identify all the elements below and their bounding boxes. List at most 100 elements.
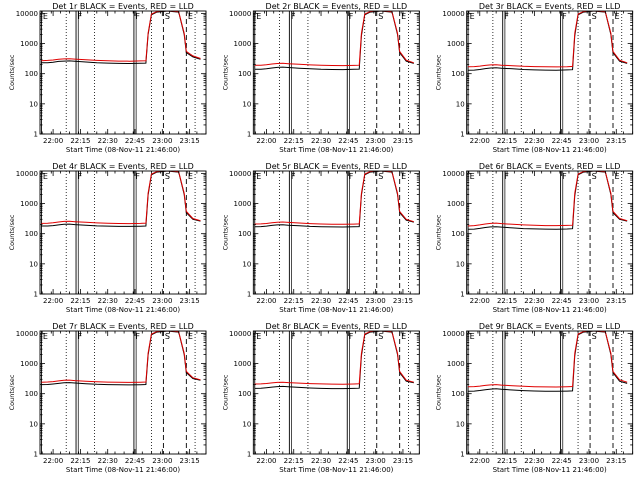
event-marker-label: S <box>592 332 597 341</box>
x-axis-label: Start Time (08-Nov-11 21:46:00) <box>493 466 607 474</box>
series-line-lld <box>468 331 628 388</box>
series-line-lld <box>41 171 201 225</box>
series-line-events <box>254 171 414 228</box>
plot-frame <box>39 10 207 135</box>
x-axis-label: Start Time (08-Nov-11 21:46:00) <box>279 146 393 154</box>
y-axis-label: Counts/sec <box>8 54 16 90</box>
event-marker-label: E <box>256 12 261 21</box>
event-marker-label: S <box>165 332 170 341</box>
event-marker-label: E <box>188 12 193 21</box>
event-marker-label: F <box>291 332 296 341</box>
event-marker-label: F <box>135 332 140 341</box>
x-tick-label: 23:00 <box>579 297 599 305</box>
series-line-events <box>468 11 628 71</box>
x-tick-label: 22:00 <box>256 297 276 305</box>
plot-frame <box>466 170 634 295</box>
y-tick-label: 100 <box>25 70 38 78</box>
series-line-lld <box>254 171 414 225</box>
x-tick-label: 23:15 <box>393 137 413 145</box>
series-line-events <box>468 171 628 230</box>
plot-frame <box>252 170 420 295</box>
x-tick-label: 22:30 <box>98 457 118 465</box>
y-tick-label: 1 <box>460 451 464 459</box>
x-tick-label: 22:30 <box>524 297 544 305</box>
x-tick-label: 22:15 <box>70 297 90 305</box>
event-marker-label: F <box>78 12 83 21</box>
y-tick-label: 1000 <box>20 360 38 368</box>
x-tick-label: 23:00 <box>579 137 599 145</box>
x-tick-label: 22:00 <box>43 297 63 305</box>
x-tick-label: 23:15 <box>180 137 200 145</box>
event-marker-label: S <box>592 172 597 181</box>
y-tick-label: 10000 <box>16 330 38 338</box>
event-marker-label: F <box>562 172 567 181</box>
y-tick-label: 1000 <box>447 40 465 48</box>
event-marker-label: E <box>256 172 261 181</box>
x-tick-label: 23:00 <box>579 457 599 465</box>
event-marker-label: E <box>256 332 261 341</box>
event-marker-label: E <box>470 12 475 21</box>
x-tick-label: 23:15 <box>180 297 200 305</box>
y-tick-label: 100 <box>238 390 251 398</box>
x-tick-label: 23:00 <box>366 137 386 145</box>
plot-frame <box>252 10 420 135</box>
x-tick-label: 22:45 <box>125 297 145 305</box>
x-tick-label: 22:15 <box>70 137 90 145</box>
x-tick-label: 22:45 <box>552 297 572 305</box>
y-tick-label: 10 <box>242 420 251 428</box>
x-tick-label: 22:45 <box>338 297 358 305</box>
y-tick-label: 1 <box>247 451 251 459</box>
y-tick-label: 10 <box>29 100 38 108</box>
y-tick-label: 10 <box>242 260 251 268</box>
y-tick-label: 10 <box>29 420 38 428</box>
event-marker-label: S <box>378 172 383 181</box>
x-axis-label: Start Time (08-Nov-11 21:46:00) <box>493 146 607 154</box>
y-axis-label: Counts/sec <box>221 214 229 250</box>
chart-title: Det 7r BLACK = Events, RED = LLD <box>52 322 194 331</box>
x-tick-label: 23:00 <box>366 457 386 465</box>
x-axis-label: Start Time (08-Nov-11 21:46:00) <box>66 306 180 314</box>
event-marker-label: F <box>291 12 296 21</box>
event-marker-label: S <box>165 172 170 181</box>
chart-title: Det 3r BLACK = Events, RED = LLD <box>479 2 621 11</box>
y-tick-label: 10 <box>29 260 38 268</box>
y-tick-label: 10 <box>456 100 465 108</box>
y-tick-label: 1000 <box>234 200 252 208</box>
y-tick-label: 1 <box>460 131 464 139</box>
event-marker-label: E <box>43 12 48 21</box>
x-tick-label: 22:30 <box>311 457 331 465</box>
x-axis-label: Start Time (08-Nov-11 21:46:00) <box>279 466 393 474</box>
x-tick-label: 22:00 <box>43 457 63 465</box>
y-axis-label: Counts/sec <box>435 374 443 410</box>
x-tick-label: 22:30 <box>98 297 118 305</box>
x-tick-label: 22:00 <box>256 137 276 145</box>
x-tick-label: 22:30 <box>311 297 331 305</box>
series-line-events <box>468 331 628 392</box>
event-marker-label: E <box>43 332 48 341</box>
y-axis-label: Counts/sec <box>435 214 443 250</box>
x-tick-label: 22:45 <box>338 137 358 145</box>
y-tick-label: 100 <box>25 390 38 398</box>
series-line-events <box>254 331 414 390</box>
x-tick-label: 22:30 <box>311 137 331 145</box>
series-line-lld <box>468 11 628 68</box>
y-tick-label: 10 <box>456 260 465 268</box>
event-marker-label: S <box>592 12 597 21</box>
series-line-lld <box>468 171 628 227</box>
series-line-lld <box>41 331 201 383</box>
plot-frame <box>39 170 207 295</box>
y-tick-label: 1000 <box>447 360 465 368</box>
y-axis-label: Counts/sec <box>435 54 443 90</box>
event-marker-label: E <box>401 12 406 21</box>
y-tick-label: 10000 <box>229 330 251 338</box>
y-tick-label: 1 <box>34 131 38 139</box>
y-tick-label: 1 <box>460 291 464 299</box>
x-tick-label: 22:30 <box>524 457 544 465</box>
event-marker-label: F <box>504 172 509 181</box>
